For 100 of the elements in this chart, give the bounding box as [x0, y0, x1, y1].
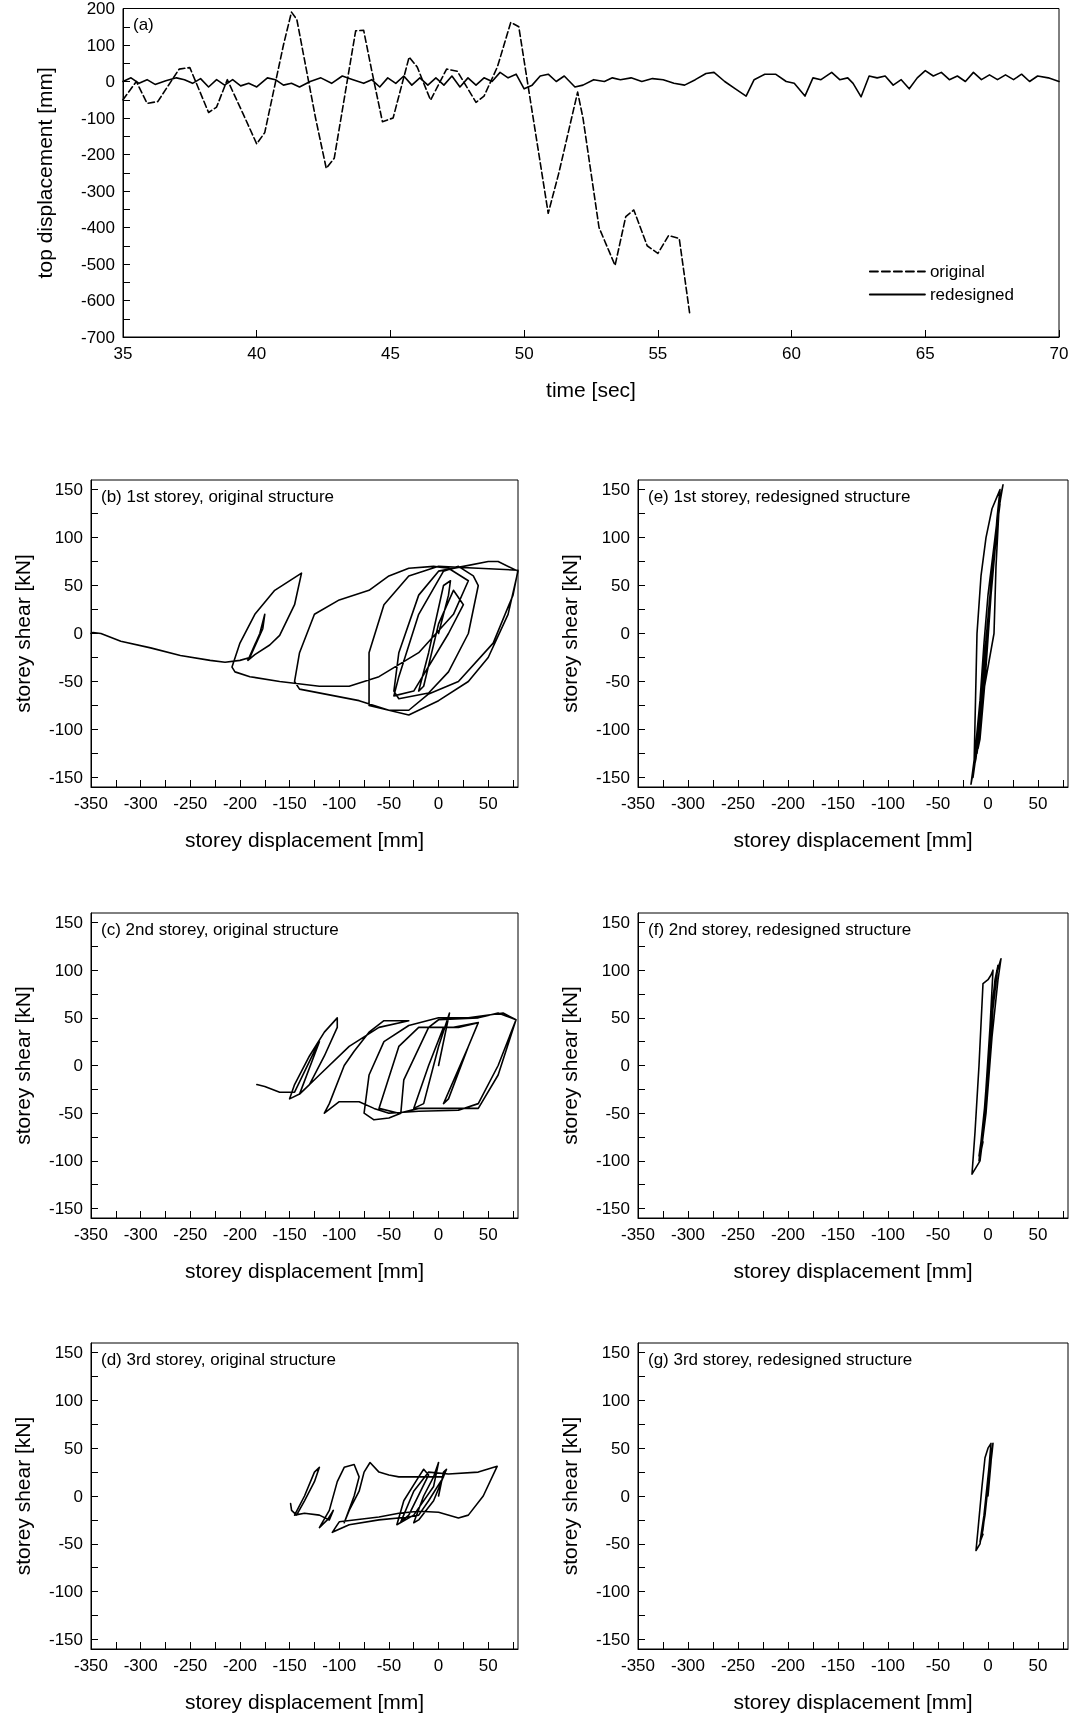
- x-axis-title: storey displacement [mm]: [733, 1690, 973, 1713]
- x-tick-label: -50: [376, 1225, 402, 1244]
- line-series: [289, 1461, 498, 1534]
- x-tick-label: 45: [380, 344, 400, 363]
- x-tick-label: -300: [123, 794, 158, 813]
- y-axis-title: storey shear [kN]: [558, 554, 581, 713]
- chart-title: (d) 3rd storey, original structure: [101, 1350, 336, 1369]
- y-tick-label: 50: [611, 576, 630, 596]
- x-tick-label: -350: [73, 1225, 109, 1244]
- x-tick-label: -250: [173, 794, 208, 813]
- x-axis-title: storey displacement [mm]: [184, 828, 425, 851]
- line-series: [971, 957, 1002, 1175]
- y-tick-label: 50: [64, 1008, 83, 1028]
- x-tick-label: 0: [983, 1225, 993, 1244]
- y-tick-label: 0: [620, 1486, 630, 1506]
- y-tick-label: 150: [601, 1343, 630, 1363]
- y-axis-title: storey shear [kN]: [11, 554, 34, 713]
- line-series: [970, 484, 1004, 785]
- y-tick-label: 100: [54, 1390, 83, 1410]
- x-tick-label: -200: [222, 1656, 257, 1675]
- y-tick-label: 150: [54, 1343, 83, 1363]
- x-tick-label: 50: [514, 344, 534, 363]
- y-tick-label: 0: [73, 1056, 83, 1075]
- y-tick-label: 0: [73, 1486, 83, 1506]
- y-tick-label: -700: [80, 327, 115, 347]
- x-axis-title: storey displacement [mm]: [733, 828, 973, 851]
- y-tick-label: -100: [595, 719, 630, 739]
- x-tick-label: 40: [247, 344, 267, 363]
- x-tick-label: -100: [322, 1225, 357, 1244]
- y-axis-title: storey shear [kN]: [558, 1416, 581, 1576]
- chart-title: (e) 1st storey, redesigned structure: [648, 487, 911, 506]
- x-axis-title: storey displacement [mm]: [733, 1259, 973, 1282]
- x-tick-label: 0: [983, 794, 993, 813]
- x-tick-label: -350: [620, 1225, 656, 1244]
- y-tick-label: -100: [48, 1151, 83, 1171]
- chart-title: (g) 3rd storey, redesigned structure: [648, 1350, 913, 1369]
- y-tick-label: 150: [54, 480, 83, 500]
- x-tick-label: -300: [123, 1225, 158, 1244]
- chart-title: (f) 2nd storey, redesigned structure: [648, 920, 912, 939]
- y-tick-label: -50: [58, 671, 83, 691]
- x-tick-label: -150: [272, 1656, 307, 1675]
- y-tick-label: -50: [58, 1534, 83, 1554]
- y-tick-label: 50: [64, 576, 83, 596]
- x-tick-label: -150: [272, 1225, 307, 1244]
- x-tick-label: -50: [925, 1656, 951, 1675]
- x-axis-title: storey displacement [mm]: [184, 1259, 425, 1282]
- y-tick-label: 100: [54, 960, 83, 980]
- x-tick-label: 35: [113, 344, 133, 363]
- y-tick-label: 150: [601, 480, 630, 500]
- x-tick-label: -300: [670, 1656, 706, 1675]
- x-axis-title: storey displacement [mm]: [184, 1690, 425, 1713]
- y-axis-title: top displacement [mm]: [33, 67, 56, 279]
- x-tick-label: 55: [648, 344, 668, 363]
- x-tick-label: 0: [433, 794, 444, 813]
- x-tick-label: -100: [870, 1225, 906, 1244]
- y-tick-label: -600: [80, 291, 115, 310]
- y-tick-label: -150: [48, 767, 83, 787]
- x-tick-label: -250: [720, 794, 756, 813]
- y-tick-label: 50: [611, 1438, 630, 1458]
- y-tick-label: 100: [601, 528, 630, 548]
- x-tick-label: -150: [272, 794, 307, 813]
- y-tick-label: -300: [80, 181, 115, 201]
- x-tick-label: 50: [1028, 1656, 1048, 1675]
- x-tick-label: 65: [915, 344, 935, 363]
- x-tick-label: 0: [433, 1225, 444, 1244]
- x-axis-title: time [sec]: [546, 378, 636, 401]
- y-tick-label: 0: [73, 624, 83, 643]
- x-tick-label: -150: [820, 794, 856, 813]
- x-tick-label: -50: [376, 794, 402, 813]
- x-tick-label: -100: [870, 1656, 906, 1675]
- y-tick-label: 50: [611, 1008, 630, 1028]
- x-tick-label: -250: [720, 1225, 756, 1244]
- y-tick-label: -50: [58, 1103, 83, 1123]
- x-tick-label: 50: [478, 794, 498, 813]
- x-tick-label: -50: [376, 1656, 402, 1675]
- y-axis-title: storey shear [kN]: [558, 986, 581, 1145]
- y-tick-label: 100: [86, 35, 115, 55]
- x-tick-label: -350: [620, 794, 656, 813]
- x-tick-label: -300: [670, 1225, 706, 1244]
- y-tick-label: 0: [105, 72, 115, 91]
- y-axis-title: storey shear [kN]: [11, 1416, 34, 1576]
- y-tick-label: -150: [48, 1198, 83, 1218]
- y-tick-label: -200: [80, 145, 115, 164]
- x-tick-label: -350: [73, 1656, 109, 1675]
- x-tick-label: 50: [478, 1225, 498, 1244]
- y-tick-label: -150: [595, 767, 630, 787]
- y-tick-label: 150: [601, 913, 630, 933]
- y-tick-label: -500: [80, 254, 115, 274]
- x-tick-label: 50: [1028, 794, 1048, 813]
- x-tick-label: -350: [73, 794, 109, 813]
- y-tick-label: -400: [80, 218, 115, 237]
- x-tick-label: -300: [670, 794, 706, 813]
- x-tick-label: 0: [433, 1656, 444, 1675]
- y-tick-label: -150: [595, 1198, 630, 1218]
- legend-label: original: [929, 262, 985, 281]
- y-tick-label: 100: [601, 960, 630, 980]
- x-tick-label: 60: [782, 344, 802, 363]
- x-tick-label: -100: [870, 794, 906, 813]
- y-tick-label: 0: [620, 624, 630, 643]
- y-tick-label: -50: [605, 1103, 630, 1123]
